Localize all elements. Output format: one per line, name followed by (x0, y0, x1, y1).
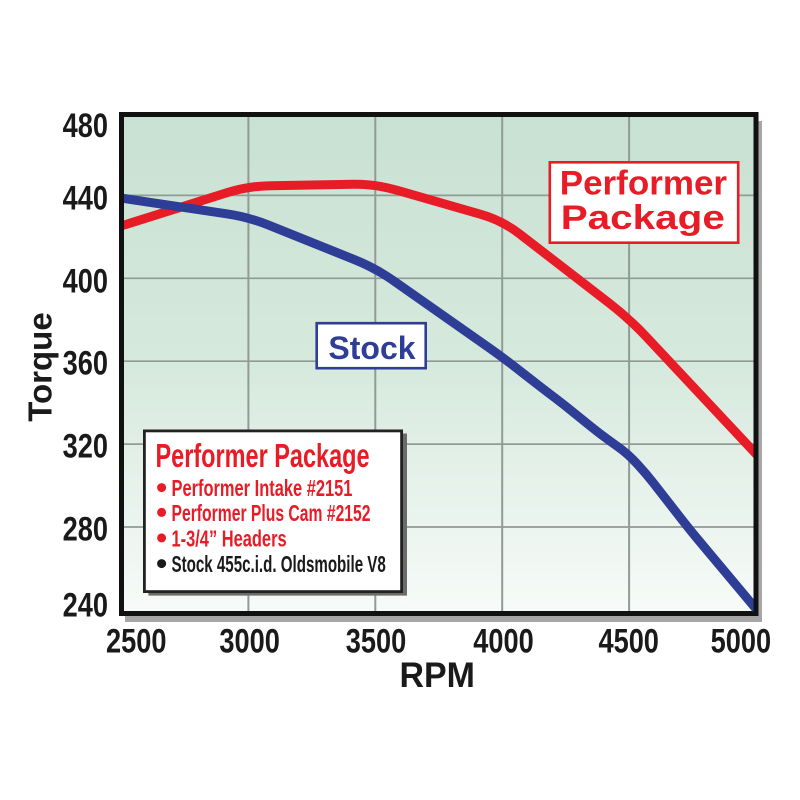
svg-text:Stock 455c.i.d. Oldsmobile V8: Stock 455c.i.d. Oldsmobile V8 (172, 552, 386, 578)
svg-text:Package: Package (561, 198, 725, 236)
svg-text:240: 240 (63, 586, 108, 625)
svg-text:Stock: Stock (328, 330, 415, 366)
svg-text:480: 480 (63, 106, 108, 145)
svg-text:RPM: RPM (399, 657, 474, 696)
svg-text:Performer: Performer (560, 165, 727, 202)
svg-text:320: 320 (63, 427, 108, 466)
svg-text:1-3/4” Headers: 1-3/4” Headers (172, 527, 287, 552)
svg-text:Performer Plus Cam #2152: Performer Plus Cam #2152 (172, 501, 371, 527)
svg-text:Torque: Torque (22, 312, 59, 421)
svg-text:440: 440 (63, 179, 108, 218)
svg-text:5000: 5000 (711, 622, 771, 661)
svg-text:280: 280 (63, 510, 108, 549)
svg-text:2500: 2500 (106, 622, 166, 661)
svg-text:400: 400 (63, 262, 108, 301)
svg-text:Performer Intake #2151: Performer Intake #2151 (172, 476, 353, 501)
svg-text:4500: 4500 (598, 622, 658, 661)
svg-text:3500: 3500 (346, 622, 406, 661)
svg-text:Performer Package: Performer Package (156, 438, 370, 475)
svg-text:360: 360 (63, 344, 108, 383)
svg-text:4000: 4000 (473, 622, 533, 661)
svg-text:3000: 3000 (219, 622, 279, 661)
